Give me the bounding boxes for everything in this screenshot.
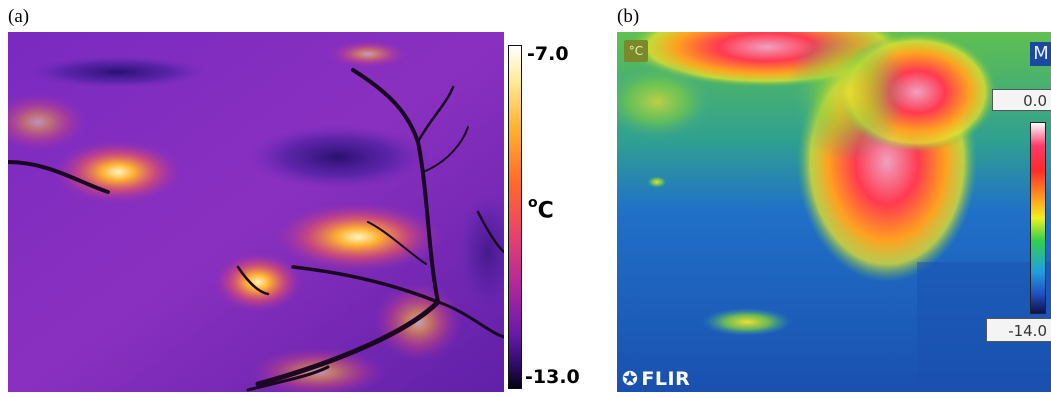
scale-min-label-a: -13.0 — [525, 366, 580, 388]
panel-a-label: (a) — [8, 6, 30, 27]
thermal-image-a — [8, 32, 504, 392]
scale-max-label-a: -7.0 — [527, 43, 569, 65]
scale-unit-letter: C — [537, 198, 554, 224]
panel-b-label: (b) — [617, 6, 640, 27]
camera-scale-min: -14.0 — [986, 318, 1051, 342]
temperature-scale-bar-a — [508, 45, 522, 389]
camera-unit-badge: °C — [624, 40, 648, 62]
camera-scale-bar — [1030, 122, 1046, 314]
camera-mode-badge: M — [1030, 42, 1051, 66]
flir-logo: ✪ FLIR — [622, 368, 690, 390]
scale-unit-degree: o — [528, 195, 538, 211]
thermal-image-b — [617, 32, 1051, 392]
camera-scale-max: 0.0 — [992, 89, 1051, 111]
scale-unit-label-a: oC — [528, 195, 554, 224]
flir-brand-text: FLIR — [641, 368, 691, 390]
flir-logo-icon: ✪ — [622, 368, 639, 390]
